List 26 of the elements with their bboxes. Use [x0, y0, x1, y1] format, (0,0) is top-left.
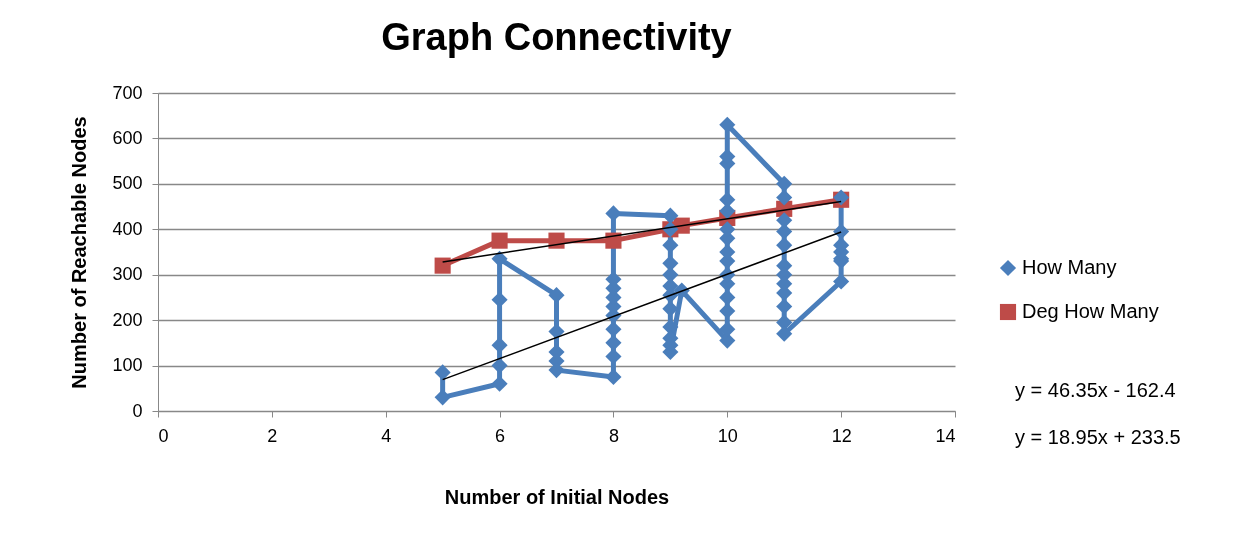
point	[491, 232, 508, 249]
x-tick-label: 8	[608, 425, 619, 446]
x-tick-label: 10	[717, 425, 738, 446]
chart-title: Graph Connectivity	[381, 16, 732, 58]
x-tick-label: 4	[381, 425, 392, 446]
x-tick-label: 2	[267, 425, 278, 446]
y-tick-label: 300	[112, 264, 143, 285]
y-tick-label: 200	[112, 309, 143, 330]
x-tick-label: 14	[935, 425, 956, 446]
y-tick-label: 600	[112, 127, 143, 148]
y-tick-label: 700	[112, 82, 143, 103]
x-tick-label: 12	[831, 425, 852, 446]
legend-label: Deg How Many	[1022, 300, 1159, 322]
y-axis-title: Number of Reachable Nodes	[68, 116, 91, 389]
text: y = 46.35x - 162.4	[1015, 379, 1176, 401]
point	[548, 232, 565, 249]
x-axis-title: Number of Initial Nodes	[444, 485, 670, 508]
y-tick-label: 500	[112, 173, 143, 194]
text: y = 18.95x + 233.5	[1015, 426, 1181, 448]
x-tick-label: 0	[158, 425, 169, 446]
x-tick-label: 6	[495, 425, 506, 446]
point	[434, 257, 451, 274]
legend-label: How Many	[1022, 256, 1117, 278]
y-tick-label: 100	[112, 355, 143, 376]
y-tick-label: 0	[132, 400, 143, 421]
y-tick-label: 400	[112, 218, 143, 239]
